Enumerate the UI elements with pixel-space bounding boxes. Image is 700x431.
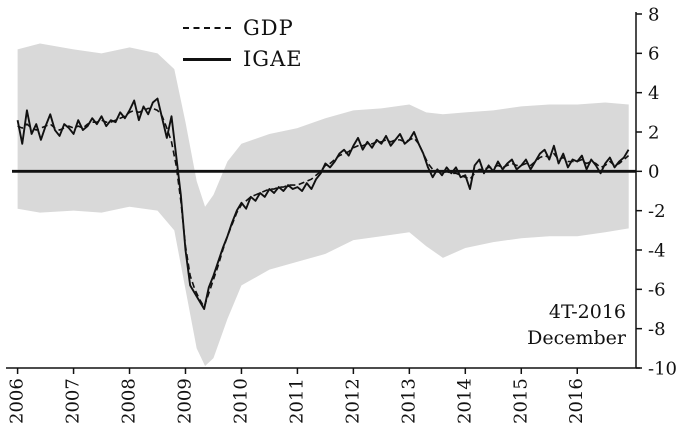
x-tick-label: 2009: [174, 378, 195, 424]
y-tick-label: 8: [648, 4, 659, 25]
igae-line-sample-icon: [183, 57, 231, 61]
y-tick-label: -6: [648, 280, 666, 301]
x-tick-label: 2013: [398, 378, 419, 424]
x-tick-label: 2012: [342, 378, 363, 424]
y-tick-label: 0: [648, 162, 659, 183]
forecast-annotation: 4T-2016 December: [527, 300, 626, 351]
x-tick-label: 2011: [286, 378, 307, 424]
y-tick-label: -4: [648, 240, 666, 261]
annotation-month: December: [527, 326, 626, 349]
y-tick-label: 2: [648, 122, 659, 143]
x-tick-label: 2008: [119, 378, 140, 424]
x-tick-label: 2015: [510, 378, 531, 424]
gdp-line-sample-icon: [183, 27, 231, 29]
y-tick-label: 6: [648, 44, 659, 65]
y-tick-label: -10: [648, 358, 677, 379]
x-tick-label: 2007: [63, 378, 84, 424]
legend-label-gdp: GDP: [243, 16, 294, 40]
legend-item-igae: IGAE: [183, 47, 303, 71]
igae-line: [16, 97, 630, 310]
x-tick-label: 2014: [454, 378, 475, 424]
x-tick-label: 2006: [7, 378, 28, 424]
x-tick-label: 2016: [566, 378, 587, 424]
legend-label-igae: IGAE: [243, 47, 303, 71]
legend-item-gdp: GDP: [183, 16, 303, 40]
y-tick-label: 4: [648, 83, 659, 104]
annotation-period: 4T-2016: [548, 301, 626, 323]
y-tick-label: -2: [648, 201, 666, 222]
y-tick-label: -8: [648, 319, 666, 340]
x-tick-label: 2010: [230, 378, 251, 424]
legend: GDP IGAE: [183, 16, 303, 71]
